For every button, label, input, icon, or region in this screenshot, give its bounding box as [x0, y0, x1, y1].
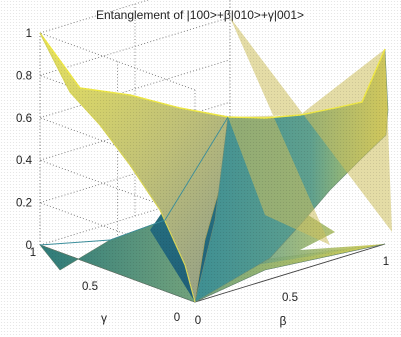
- y-tick-label: 1: [30, 247, 36, 259]
- z-tick-label: 0.8: [16, 70, 32, 82]
- y-tick-label: 0: [174, 312, 180, 324]
- chart-title: Entanglement of |100>+β|010>+γ|001>: [96, 8, 304, 22]
- z-tick-label: 0.4: [16, 155, 33, 167]
- z-tick-label: 0.6: [16, 113, 32, 125]
- z-tick-label: 0.2: [16, 198, 32, 210]
- z-tick-label: 1: [26, 28, 32, 40]
- x-tick-label: 0: [195, 315, 201, 327]
- x-tick-label: 1: [383, 256, 389, 268]
- x-axis-label: β: [280, 314, 287, 328]
- x-tick-label: 0.5: [282, 292, 298, 304]
- y-tick-label: 0.5: [82, 281, 98, 293]
- z-tick-label: 0: [26, 240, 32, 252]
- grid-line: [39, 16, 231, 76]
- y-axis-label: γ: [101, 311, 107, 325]
